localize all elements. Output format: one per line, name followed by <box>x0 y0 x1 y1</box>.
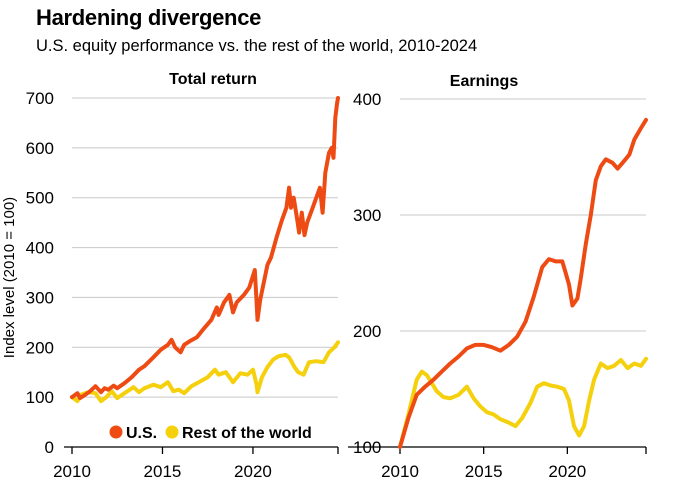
legend: U.S. Rest of the world <box>109 425 312 442</box>
earnings-x-tick-label: 2010 <box>381 462 419 481</box>
total-return-y-tick-label: 200 <box>26 338 54 357</box>
total-return-x-tick-label: 2020 <box>234 462 272 481</box>
earnings-y-tick-label: 300 <box>353 206 381 225</box>
earnings-series-line-rest-of-the-world <box>398 356 648 449</box>
total-return-panel-title: Total return <box>169 71 257 88</box>
total-return-series-line-u-s <box>70 96 340 401</box>
total-return-series-line-rest-of-the-world <box>70 340 340 404</box>
legend-label-rest-of-the-world: Rest of the world <box>182 425 312 442</box>
legend-marker-rest-of-the-world <box>165 425 179 439</box>
total-return-y-tick-label: 700 <box>26 89 54 108</box>
total-return-y-tick-label: 300 <box>26 288 54 307</box>
total-return-y-tick-label: 100 <box>26 388 54 407</box>
total-return-x-tick-label: 2010 <box>53 462 91 481</box>
total-return-y-tick-label: 0 <box>45 438 54 457</box>
earnings-x-tick-label: 2020 <box>548 462 586 481</box>
chart-title: Hardening divergence <box>36 5 262 30</box>
chart-subtitle: U.S. equity performance vs. the rest of … <box>36 37 478 55</box>
earnings-x-tick-label: 2015 <box>465 462 503 481</box>
earnings-panel-title: Earnings <box>450 73 519 90</box>
y-axis-label: Index level (2010 = 100) <box>1 197 18 358</box>
total-return-y-tick-label: 400 <box>26 239 54 258</box>
earnings-y-tick-label: 400 <box>353 90 381 109</box>
earnings-y-tick-label: 200 <box>353 322 381 341</box>
earnings-series-line-u-s <box>398 117 648 449</box>
total-return-y-tick-label: 500 <box>26 189 54 208</box>
legend-label-u-s: U.S. <box>126 425 157 442</box>
total-return-y-tick-label: 600 <box>26 139 54 158</box>
total-return-x-tick-label: 2015 <box>144 462 182 481</box>
legend-marker-u-s <box>109 425 123 439</box>
total-return-panel: Total return 0 100 200 300 400 500 600 700 2010 20… <box>1 71 340 481</box>
